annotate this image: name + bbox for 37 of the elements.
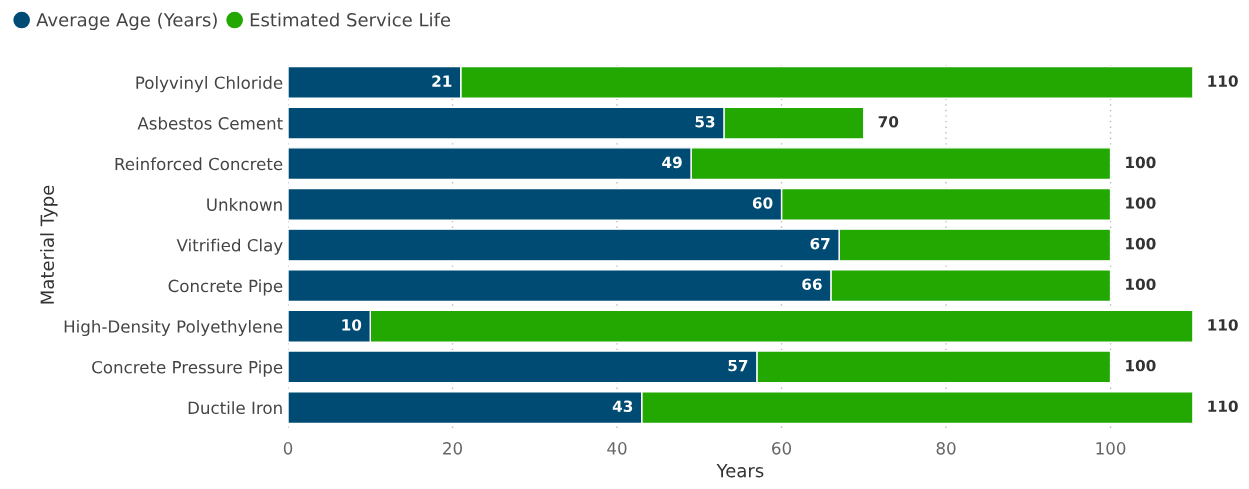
total-label: 100 — [1126, 156, 1156, 169]
data-label: 10 — [342, 319, 362, 331]
data-label: 67 — [810, 237, 830, 250]
x-axis-title: Years — [716, 464, 764, 478]
total-label: 100 — [1126, 237, 1156, 250]
x-tick-label: 100 — [1096, 442, 1126, 455]
y-tick-label: Concrete Pressure Pipe — [92, 360, 283, 377]
y-tick-label: Polyvinyl Chloride — [136, 76, 283, 93]
y-tick-label: High-Density Polyethylene — [64, 319, 283, 337]
total-label: 100 — [1126, 359, 1156, 372]
total-label: 110 — [1208, 75, 1238, 87]
data-label: 53 — [695, 115, 715, 128]
x-tick-label: 40 — [607, 442, 627, 455]
y-tick-label: Vitrified Clay — [176, 238, 283, 255]
total-label: 110 — [1208, 319, 1238, 331]
legend-label: Estimated Service Life — [250, 12, 451, 27]
total-label: 70 — [878, 115, 899, 128]
data-label: 49 — [662, 156, 682, 169]
total-label: 110 — [1208, 400, 1238, 412]
total-label: 100 — [1126, 278, 1156, 291]
x-tick-label: 0 — [283, 442, 293, 455]
total-label: 100 — [1126, 197, 1156, 209]
y-tick-label: Reinforced Concrete — [115, 157, 283, 171]
y-tick-label: Asbestos Cement — [137, 116, 283, 130]
x-tick-label: 20 — [443, 442, 463, 455]
y-axis-title: Material Type — [40, 185, 58, 304]
y-tick-label: Unknown — [207, 198, 282, 211]
legend-label: Average Age (Years) — [36, 12, 217, 31]
y-tick-label: Ductile Iron — [188, 401, 282, 415]
data-label: 21 — [432, 75, 452, 87]
data-label: 66 — [802, 278, 822, 291]
data-label: 60 — [752, 197, 773, 209]
y-tick-label: Concrete Pipe — [168, 279, 283, 296]
x-tick-label: 60 — [772, 442, 792, 455]
x-tick-label: 80 — [936, 442, 956, 455]
data-label: 43 — [612, 400, 633, 412]
data-label: 57 — [728, 359, 748, 372]
